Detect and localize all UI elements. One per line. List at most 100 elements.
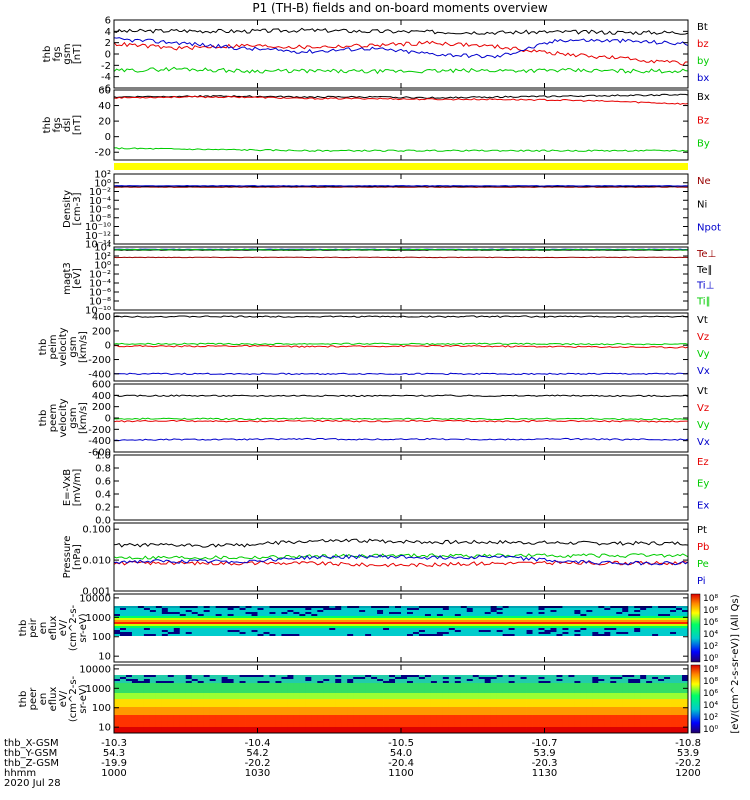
spectrogram-cell [239, 630, 246, 633]
spectrogram-cell [646, 656, 653, 659]
spectrogram-cell [466, 650, 474, 653]
spectrogram-cell [281, 638, 288, 641]
spectrogram-cell [412, 677, 420, 680]
spectrogram-cell [484, 665, 492, 668]
spectrogram-cell [155, 677, 163, 680]
spectrogram-cell [131, 640, 139, 643]
spectrogram-cell [502, 685, 510, 688]
spectrogram-cell [664, 634, 671, 637]
spectrogram-cell [466, 644, 474, 647]
spectrogram-cell [640, 685, 647, 688]
spectrogram-cell [682, 677, 689, 680]
spectrogram-cell [610, 608, 617, 611]
spectrogram-cell [114, 677, 121, 680]
spectrogram-cell [269, 687, 276, 690]
spectrogram-cell [490, 650, 498, 653]
spectrogram-cell [550, 598, 557, 601]
spectrogram-cell [550, 658, 557, 661]
spectrogram-cell [514, 656, 521, 659]
spectrogram-cell [460, 683, 468, 686]
spectrogram-cell [418, 596, 426, 599]
spectrogram-cell [215, 624, 223, 627]
spectrogram-cell [652, 632, 659, 635]
y-tick-label: 600 [92, 380, 111, 391]
spectrogram-cell [383, 677, 390, 680]
spectrogram-cell [137, 620, 145, 623]
spectrogram-cell [610, 632, 617, 635]
spectrogram-cell [281, 608, 288, 611]
spectrogram-cell [568, 658, 575, 661]
spectrogram-cell [520, 600, 527, 603]
spectrogram-cell [664, 669, 671, 672]
spectrogram-cell [161, 681, 169, 684]
series-line-bx [113, 37, 689, 59]
spectrogram-cell [395, 598, 402, 601]
spectrogram-cell [508, 677, 516, 680]
spectrogram-cell [293, 638, 300, 641]
spectrogram-cell [628, 642, 635, 645]
spectrogram-cell [347, 650, 354, 653]
spectrogram-cell [305, 652, 312, 655]
spectrogram-cell [227, 634, 234, 637]
spectrogram-cell [149, 648, 157, 651]
spectrogram-cell [682, 648, 689, 651]
spectrogram-cell [239, 689, 246, 692]
spectrogram-cell [347, 656, 354, 659]
spectrogram-cell [155, 638, 163, 641]
spectrogram-cell [383, 632, 390, 635]
spectrogram-cell [526, 602, 533, 605]
spectrogram-cell [556, 683, 563, 686]
spectrogram-cell [592, 634, 599, 637]
spectrogram-cell [221, 642, 229, 645]
spectrogram-cell [658, 660, 665, 663]
spectrogram-cell [490, 604, 498, 607]
spectrogram-cell [227, 681, 234, 684]
spectrogram-cell [424, 677, 432, 680]
spectrogram-cell [401, 687, 408, 690]
spectrogram-cell [335, 677, 342, 680]
spectrogram-cell [125, 669, 133, 672]
spectrogram-cell [143, 675, 151, 678]
spectrogram-cell [389, 624, 396, 627]
spectrogram-cell [329, 638, 336, 641]
spectrogram-cell [149, 652, 157, 655]
spectrogram-cell [263, 667, 270, 670]
spectrogram-cell [484, 628, 492, 631]
spectrogram-cell [658, 638, 665, 641]
y-tick-label: 0.010 [82, 556, 111, 567]
spectrogram-cell [514, 612, 521, 615]
spectrogram-cell [245, 679, 252, 682]
spectrogram-cell [532, 612, 539, 615]
spectrogram-cell [395, 630, 402, 633]
spectrogram-cell [287, 594, 294, 597]
spectrogram-cell [664, 628, 671, 631]
spectrogram-cell [634, 652, 641, 655]
spectrogram-cell [514, 687, 521, 690]
y-tick-label: 10² [94, 252, 111, 263]
spectrogram-cell [173, 660, 181, 663]
spectrogram-cell [436, 656, 444, 659]
spectrogram-cell [245, 594, 252, 597]
spectrogram-cell [526, 677, 533, 680]
spectrogram-cell [119, 594, 127, 597]
spectrogram-cell [119, 626, 127, 629]
spectrogram-cell [520, 689, 527, 692]
spectrogram-cell [383, 671, 390, 674]
spectrogram-cell [634, 669, 641, 672]
spectrogram-cell [412, 665, 420, 668]
spectrogram-cell [137, 665, 145, 668]
spectrogram-cell [676, 654, 683, 657]
y-tick-label: -2 [101, 61, 111, 72]
spectrogram-cell [520, 606, 527, 609]
spectrogram-cell [682, 594, 689, 597]
spectrogram-cell [197, 620, 205, 623]
spectrogram-cell [323, 642, 330, 645]
spectrogram-cell [580, 665, 587, 668]
spectrogram-cell [371, 665, 378, 668]
spectrogram-cell [544, 630, 551, 633]
spectrogram-cell [143, 610, 151, 613]
spectrogram-cell [114, 598, 121, 601]
spectrogram-cell [251, 673, 258, 676]
spectrogram-cell [550, 626, 557, 629]
spectrogram-cell [460, 667, 468, 670]
